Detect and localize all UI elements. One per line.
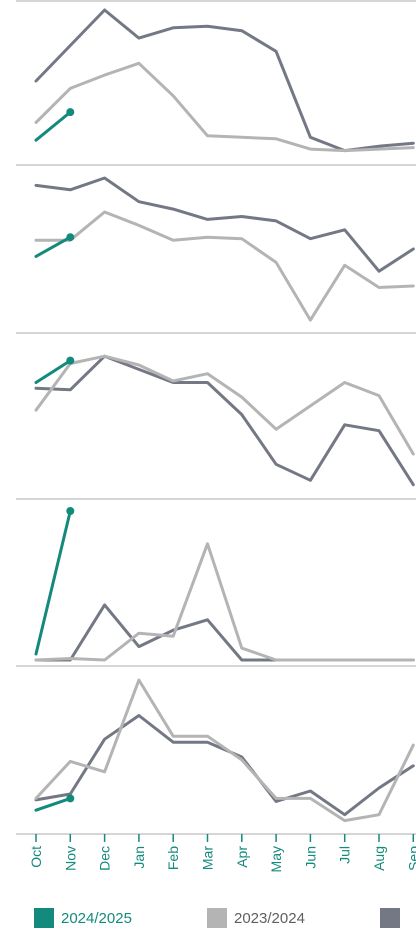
x-tick-label: Sep bbox=[405, 846, 416, 871]
latest-point-marker bbox=[66, 356, 75, 365]
panel-2 bbox=[16, 176, 416, 334]
panel-5 bbox=[16, 678, 416, 835]
x-axis-ticks: Oct Nov Dec Jan Feb Mar Apr May Jun Jul Aug Sep bbox=[28, 834, 416, 872]
series-line-2024-2025 bbox=[34, 235, 72, 258]
series-line-unlabeled bbox=[34, 714, 415, 817]
x-tick-label: Jan bbox=[131, 846, 147, 869]
series-line-unlabeled bbox=[34, 603, 415, 662]
series-line-unlabeled bbox=[34, 354, 415, 487]
series-line-2024-2025 bbox=[34, 796, 72, 812]
x-tick-label: Jul bbox=[337, 846, 353, 864]
legend-label: 2023/2024 bbox=[234, 909, 305, 927]
legend-swatch bbox=[207, 908, 227, 928]
panel-1 bbox=[16, 8, 416, 166]
series-line-2024-2025 bbox=[34, 110, 72, 142]
x-tick-label: Aug bbox=[371, 846, 387, 871]
x-tick-label: May bbox=[268, 846, 284, 872]
x-tick-label: Dec bbox=[97, 846, 113, 871]
legend-item[interactable]: 2024/2025 bbox=[34, 908, 132, 928]
legend-item[interactable] bbox=[380, 908, 407, 928]
series-line-unlabeled bbox=[34, 176, 415, 273]
legend-item[interactable]: 2023/2024 bbox=[207, 908, 305, 928]
panel-3 bbox=[16, 354, 416, 500]
legend-swatch bbox=[34, 908, 54, 928]
series-line-2024-2025 bbox=[34, 359, 72, 384]
series-line-2024-2025 bbox=[34, 509, 72, 656]
x-tick-label: Mar bbox=[200, 846, 216, 870]
series-line-2023-2024 bbox=[34, 210, 415, 322]
series-line-2023-2024 bbox=[34, 354, 415, 456]
latest-point-marker bbox=[66, 507, 75, 515]
x-tick-label: Jun bbox=[302, 846, 318, 869]
series-line-2023-2024 bbox=[34, 542, 415, 662]
panel-4 bbox=[16, 507, 416, 667]
x-tick-label: Nov bbox=[62, 846, 78, 871]
x-tick-label: Feb bbox=[165, 846, 181, 870]
latest-point-marker bbox=[66, 108, 75, 117]
legend: 2024/2025 2023/2024 bbox=[0, 908, 416, 938]
series-line-2023-2024 bbox=[34, 678, 415, 823]
legend-label: 2024/2025 bbox=[61, 909, 132, 927]
legend-swatch bbox=[380, 908, 400, 928]
panels-layer bbox=[16, 0, 416, 835]
x-tick-label: Oct bbox=[28, 846, 44, 868]
latest-point-marker bbox=[66, 233, 75, 242]
latest-point-marker bbox=[66, 794, 75, 803]
x-tick-label: Apr bbox=[234, 846, 250, 868]
series-line-2023-2024 bbox=[34, 61, 415, 153]
